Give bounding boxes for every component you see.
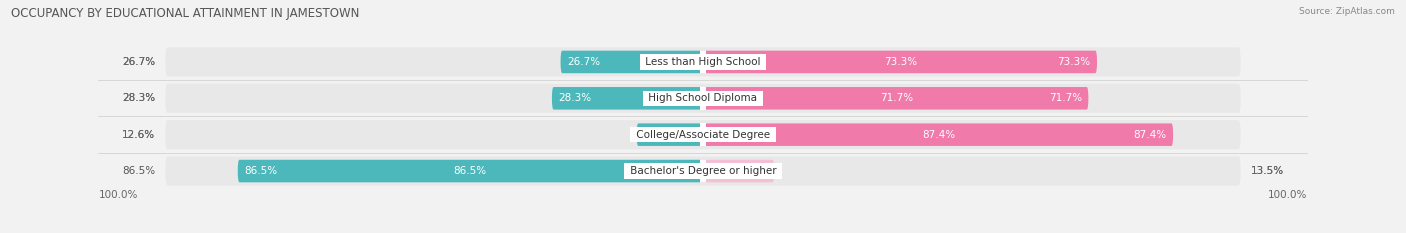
Text: 86.5%: 86.5% [122,166,155,176]
Text: Bachelor's Degree or higher: Bachelor's Degree or higher [627,166,779,176]
Text: Source: ZipAtlas.com: Source: ZipAtlas.com [1299,7,1395,16]
Text: OCCUPANCY BY EDUCATIONAL ATTAINMENT IN JAMESTOWN: OCCUPANCY BY EDUCATIONAL ATTAINMENT IN J… [11,7,360,20]
FancyBboxPatch shape [166,84,1240,113]
Text: 73.3%: 73.3% [1057,57,1091,67]
FancyBboxPatch shape [553,87,702,110]
FancyBboxPatch shape [700,87,706,110]
FancyBboxPatch shape [704,87,1088,110]
Text: 12.6%: 12.6% [122,130,155,140]
Text: 86.5%: 86.5% [245,166,277,176]
FancyBboxPatch shape [166,157,1240,186]
FancyBboxPatch shape [561,51,702,73]
Text: 73.3%: 73.3% [884,57,917,67]
Text: 100.0%: 100.0% [1268,190,1308,200]
FancyBboxPatch shape [637,123,702,146]
Text: 28.3%: 28.3% [122,93,155,103]
FancyBboxPatch shape [704,160,775,182]
FancyBboxPatch shape [704,51,1097,73]
Text: 12.6%: 12.6% [122,130,155,140]
Text: 87.4%: 87.4% [922,130,956,140]
Text: 13.5%: 13.5% [1251,166,1284,176]
FancyBboxPatch shape [700,123,706,146]
Text: Less than High School: Less than High School [643,57,763,67]
Text: 100.0%: 100.0% [98,190,138,200]
FancyBboxPatch shape [238,160,702,182]
Text: 13.5%: 13.5% [1251,166,1284,176]
FancyBboxPatch shape [704,123,1173,146]
FancyBboxPatch shape [700,160,706,182]
Text: 26.7%: 26.7% [122,57,155,67]
Text: 86.5%: 86.5% [453,166,486,176]
Text: 87.4%: 87.4% [1133,130,1167,140]
Text: College/Associate Degree: College/Associate Degree [633,130,773,140]
Text: High School Diploma: High School Diploma [645,93,761,103]
Text: 71.7%: 71.7% [880,93,912,103]
FancyBboxPatch shape [166,47,1240,76]
FancyBboxPatch shape [166,120,1240,149]
Text: 28.3%: 28.3% [122,93,155,103]
Text: 28.3%: 28.3% [558,93,592,103]
Text: 26.7%: 26.7% [122,57,155,67]
Text: 71.7%: 71.7% [1049,93,1083,103]
FancyBboxPatch shape [700,51,706,73]
Text: 26.7%: 26.7% [567,57,600,67]
